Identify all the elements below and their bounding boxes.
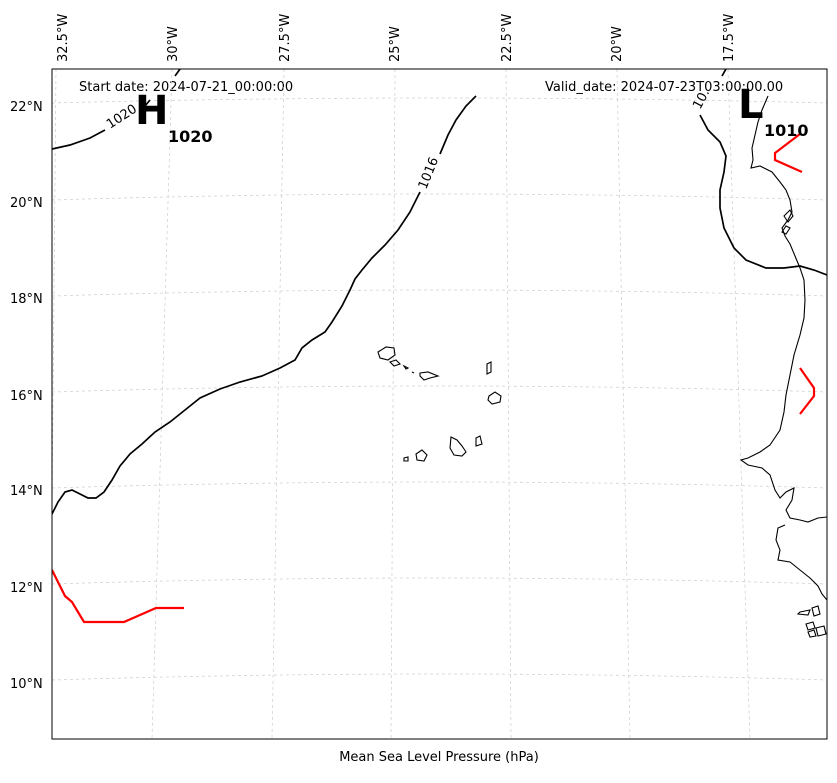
parallel-line [52, 97, 827, 104]
island-sao-vicente [388, 359, 402, 367]
lon-tick-label: 25°W [388, 26, 403, 62]
high-pressure-value: 1020 [168, 127, 213, 146]
low-pressure-symbol: L [738, 82, 764, 128]
lon-tick-label: 32.5°W [56, 14, 71, 62]
lon-tick-label: 17.5°W [722, 14, 737, 62]
isobar-1020 [139, 99, 151, 113]
valid-date-label: Valid_date: 2024-07-23T03:00:00.00 [545, 80, 783, 95]
trough-line [799, 367, 816, 415]
lat-tick-label: 14°N [10, 484, 43, 499]
island-sao-nicolau [411, 371, 440, 381]
isobar-1016 [52, 191, 421, 515]
lat-tick-label: 12°N [10, 581, 43, 596]
parallel-line [52, 193, 827, 201]
lon-tick-label: 30°W [166, 26, 181, 62]
isobar-1016 [439, 95, 477, 155]
meridian-line [151, 69, 173, 739]
lon-tick-label: 22.5°W [500, 14, 515, 62]
parallel-line [52, 577, 827, 585]
lon-tick-label: 27.5°W [278, 14, 293, 62]
lat-tick-label: 10°N [10, 677, 43, 692]
isobar-1012 [699, 114, 827, 276]
meridian-line [505, 69, 512, 739]
island-fogo [415, 449, 428, 462]
isobar-1020-top [174, 69, 181, 77]
island-maio [475, 435, 483, 447]
lon-tick-label: 20°W [610, 26, 625, 62]
map-plot-area: 1020 1016 10. H 1020 L 1010 [52, 69, 827, 739]
island-brava [403, 456, 409, 462]
map-frame [51, 68, 828, 740]
longitude-tick-labels: 32.5°W 30°W 27.5°W 25°W 22.5°W 20°W 17.5… [56, 14, 737, 62]
meridian-line [727, 69, 751, 739]
cape-verde-islands [377, 346, 502, 462]
isobar-label-1016: 1016 [416, 155, 442, 191]
island-sal [486, 361, 492, 375]
isobars [52, 69, 827, 515]
lat-tick-label: 18°N [10, 292, 43, 307]
meridian-line [271, 69, 285, 739]
isobar-1012-top [721, 69, 727, 77]
meridian-line [52, 69, 57, 555]
high-pressure-symbol: H [135, 88, 168, 134]
latitude-tick-labels: 22°N 20°N 18°N 16°N 14°N 12°N 10°N [10, 100, 43, 692]
island-boa-vista [487, 391, 502, 405]
lat-tick-label: 20°N [10, 196, 43, 211]
lat-tick-label: 22°N [10, 100, 43, 115]
lat-tick-label: 16°N [10, 389, 43, 404]
coastline-west-africa [739, 95, 827, 638]
island-santo-antao [377, 346, 396, 361]
parallel-line [52, 289, 827, 297]
parallel-line [52, 673, 827, 681]
trough-line [773, 133, 803, 174]
graticule [52, 69, 827, 739]
isobar-1020 [52, 129, 106, 150]
trough-lines [52, 133, 816, 624]
meridian-line [390, 69, 396, 739]
map-caption: Mean Sea Level Pressure (hPa) [339, 750, 539, 765]
parallel-line [52, 385, 827, 393]
trough-line [52, 569, 184, 624]
parallel-line [52, 481, 827, 489]
island-santiago [449, 436, 467, 457]
island-santa-luzia [402, 364, 410, 370]
start-date-label: Start date: 2024-07-21_00:00:00 [79, 80, 293, 95]
low-pressure-value: 1010 [764, 121, 809, 140]
meridian-line [616, 69, 631, 739]
